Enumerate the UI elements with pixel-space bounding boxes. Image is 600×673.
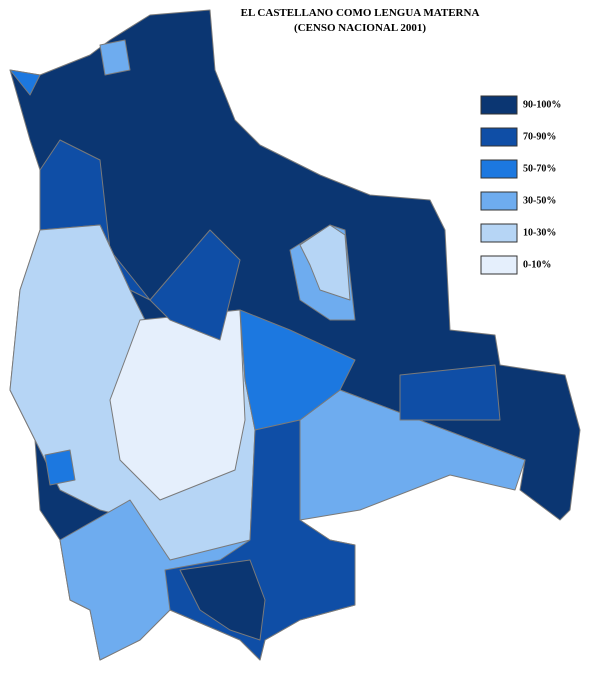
legend-swatch bbox=[480, 191, 518, 211]
region bbox=[299, 224, 351, 301]
legend-swatch bbox=[480, 255, 518, 275]
legend-label: 30-50% bbox=[523, 195, 556, 206]
region bbox=[239, 309, 356, 431]
region bbox=[399, 364, 501, 421]
legend-label: 10-30% bbox=[523, 227, 556, 238]
region bbox=[149, 229, 241, 341]
legend-label: 70-90% bbox=[523, 131, 556, 142]
legend-swatch bbox=[480, 95, 518, 115]
regions bbox=[9, 9, 581, 661]
legend-swatch bbox=[480, 223, 518, 243]
region bbox=[179, 559, 266, 641]
region bbox=[299, 389, 526, 521]
legend-swatch bbox=[480, 159, 518, 179]
region bbox=[44, 449, 76, 486]
map-subtitle: (CENSO NACIONAL 2001) bbox=[294, 22, 426, 34]
region bbox=[9, 69, 41, 96]
region bbox=[99, 39, 131, 76]
legend-swatch bbox=[480, 127, 518, 147]
legend-label: 0-10% bbox=[523, 259, 551, 270]
map-title: EL CASTELLANO COMO LENGUA MATERNA bbox=[241, 7, 480, 19]
legend: 90-100% 70-90% 50-70% 30-50% 10-30% 0-10% bbox=[480, 95, 561, 275]
legend-label: 90-100% bbox=[523, 99, 561, 110]
legend-label: 50-70% bbox=[523, 163, 556, 174]
